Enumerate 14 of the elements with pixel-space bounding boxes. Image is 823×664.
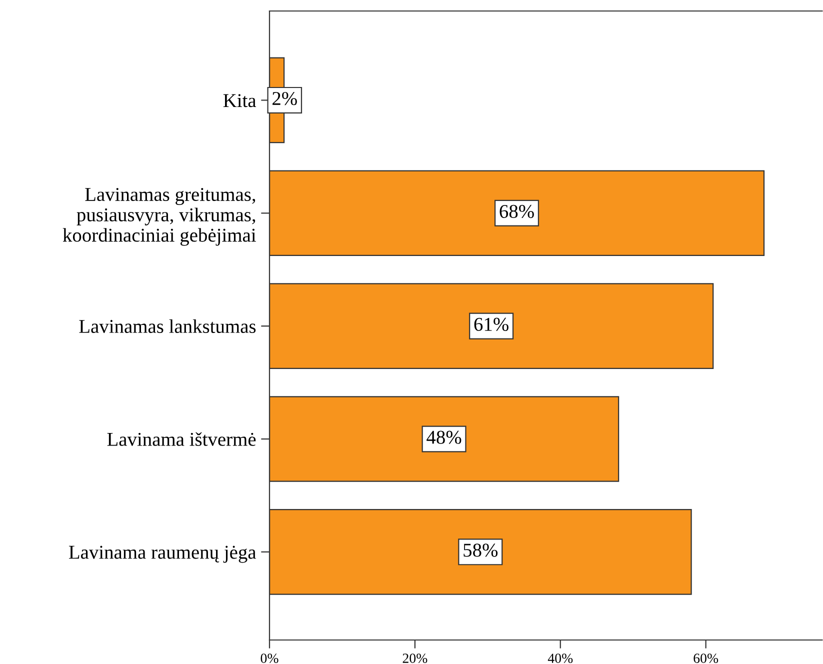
y-tick-label: Lavinama ištvermė	[107, 432, 256, 446]
data-label: 68%	[500, 204, 534, 218]
x-tick-label: 20%	[402, 654, 428, 664]
x-tick-label: 0%	[260, 654, 278, 664]
data-label: 61%	[474, 318, 508, 331]
data-label: 2%	[272, 92, 297, 106]
data-label: 48%	[426, 430, 462, 444]
x-tick-label: 60%	[694, 654, 718, 664]
data-label: 58%	[464, 544, 498, 557]
x-tick-label: 40%	[548, 654, 573, 664]
y-tick-label: Lavinamas greitumas, pusiausvyra, vikrumas, koordinaciniai gebėjimai	[62, 188, 256, 246]
y-tick-label: Lavinama raumenų jėga	[68, 546, 256, 563]
y-tick-label: Kita	[223, 94, 256, 108]
y-tick-label: Lavinamas lankstumas	[79, 319, 256, 333]
